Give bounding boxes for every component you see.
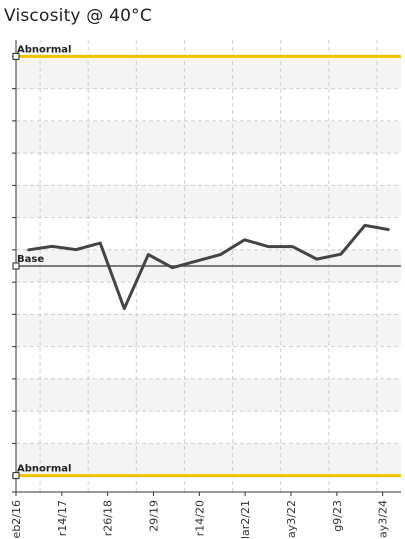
abnormal-label: Abnormal — [17, 464, 71, 475]
reference-marker — [12, 262, 20, 270]
data-point — [147, 253, 150, 256]
x-tick-label: r26/18 — [102, 500, 115, 536]
base-label: Base — [17, 254, 44, 265]
grid-band — [16, 120, 401, 154]
data-point — [219, 253, 222, 256]
grid-band — [16, 443, 401, 476]
data-point — [75, 248, 78, 251]
grid-band — [16, 378, 401, 412]
series-line — [27, 223, 390, 311]
x-tick-label: r14/17 — [56, 500, 69, 536]
x-tick-label: ay3/22 — [285, 500, 298, 538]
data-point — [339, 253, 342, 256]
abnormal-label: Abnormal — [17, 44, 71, 55]
x-tick-label: r14/20 — [193, 500, 206, 536]
x-tick-label: eb2/16 — [10, 500, 23, 538]
x-tick-labels: eb2/16 r14/17 r26/18 29/19 r14/20 lar2/21 ay3/… — [10, 492, 390, 539]
grid-band — [16, 185, 401, 218]
data-point — [267, 245, 270, 248]
data-point — [243, 238, 246, 241]
data-point — [27, 248, 30, 251]
data-point — [171, 266, 174, 269]
data-point — [291, 245, 294, 248]
x-tick-label: ay3/24 — [377, 500, 390, 538]
reference-marker — [12, 472, 20, 480]
grid-band — [16, 56, 401, 89]
reference-marker — [12, 52, 20, 60]
chart-title: Viscosity @ 40°C — [4, 6, 152, 26]
grid-band — [16, 314, 401, 347]
data-point — [99, 242, 102, 245]
data-point — [51, 245, 54, 248]
data-series — [27, 223, 390, 311]
data-point — [195, 260, 198, 263]
x-tick-label: 29/19 — [148, 500, 161, 532]
x-tick-label: g9/23 — [331, 500, 344, 532]
reference-lines: Abnormal Base Abnormal — [12, 44, 401, 480]
data-point — [363, 224, 366, 227]
x-tick-label: lar2/21 — [239, 500, 252, 539]
data-point — [387, 228, 390, 231]
data-point — [123, 307, 126, 310]
data-point — [315, 258, 318, 261]
